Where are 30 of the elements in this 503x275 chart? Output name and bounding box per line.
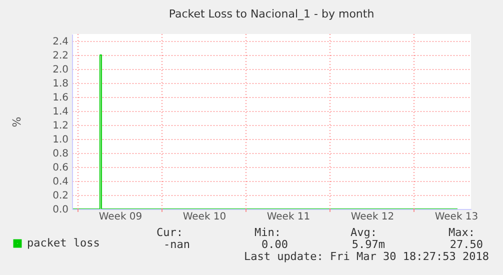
y-tick-label: 2.0 (52, 64, 68, 76)
text: 0.00 (262, 238, 288, 251)
legend-label: packet loss (27, 236, 100, 250)
y-tick-label: 1.2 (52, 120, 68, 132)
y-tick-label: 1.0 (52, 134, 68, 146)
text: Avg: (350, 226, 377, 239)
y-tick-label: 0.4 (52, 176, 68, 188)
text: 5.97m (352, 238, 385, 251)
text: 27.50 (450, 238, 483, 251)
y-tick-label: 0.6 (52, 162, 68, 174)
y-tick-label: 2.2 (52, 50, 68, 62)
y-tick-label: 0.0 (52, 204, 68, 216)
y-tick-label: 2.4 (52, 36, 68, 48)
y-tick-label: 0.2 (52, 190, 68, 202)
y-axis-title: % (10, 116, 24, 128)
x-tick-label: Week 09 (98, 212, 142, 222)
text: Last update: Fri Mar 30 18:27:53 2018 (244, 250, 489, 263)
text: Min: (254, 226, 281, 239)
chart-title: Packet Loss to Nacional_1 - by month (168, 8, 374, 20)
y-tick-label: 1.6 (52, 92, 68, 104)
x-tick-label: Week 10 (182, 212, 226, 222)
x-tick-label: Week 13 (434, 212, 478, 222)
x-tick-label: Week 12 (350, 212, 394, 222)
y-tick-label: 1.8 (52, 78, 68, 90)
text: Cur: (156, 226, 183, 239)
text: -nan (164, 238, 190, 251)
x-tick-label: Week 11 (266, 212, 310, 222)
y-tick-label: 1.4 (52, 106, 68, 118)
text: Max: (448, 226, 475, 239)
y-tick-label: 0.8 (52, 148, 68, 160)
